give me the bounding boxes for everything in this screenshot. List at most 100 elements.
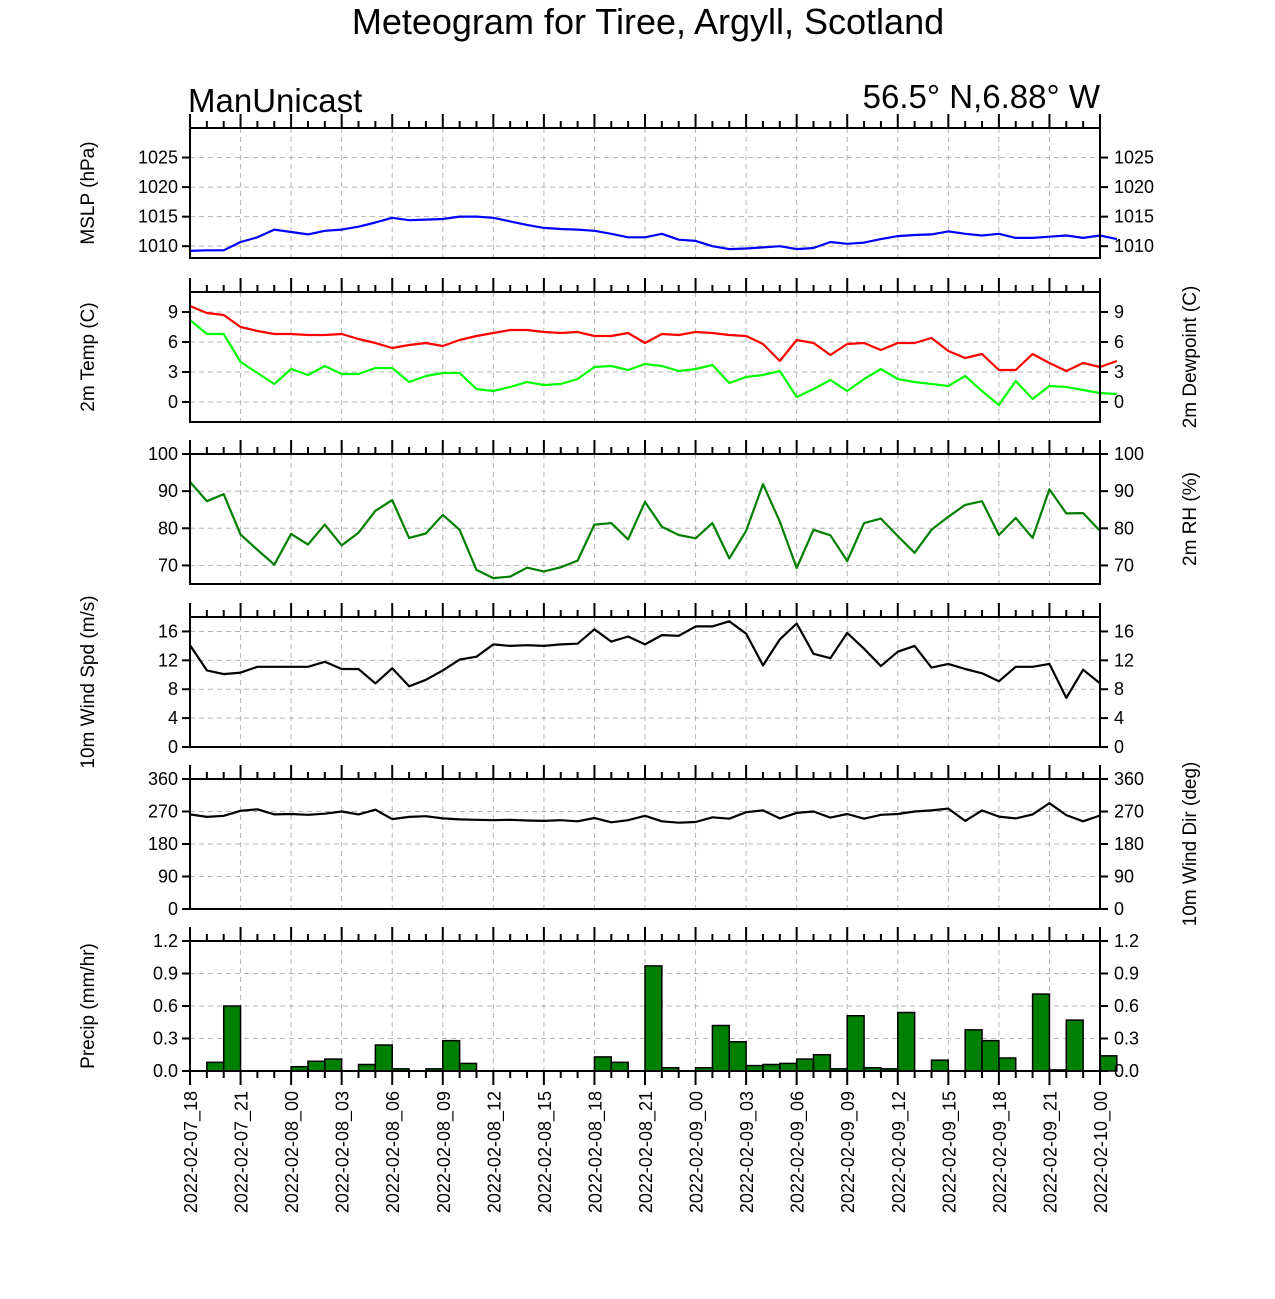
precip-bar [812, 1054, 832, 1072]
y-axis-label-left: 2m Temp (C) [78, 302, 99, 411]
y-axis-label-left: MSLP (hPa) [78, 141, 99, 244]
x-tick-label: 2022-02-10_00 [1091, 1091, 1112, 1213]
x-tick-label: 2022-02-09_00 [687, 1091, 708, 1213]
x-tick-label: 2022-02-08_00 [282, 1091, 303, 1213]
series-line-1 [189, 319, 1117, 407]
y-tick-label-right: 16 [1114, 621, 1134, 641]
panel-3: 0 0 4 4 8 8 12 12 16 16 10m Wind Spd (m/s) [78, 595, 1134, 768]
x-tick-label: 2022-02-08_03 [333, 1091, 354, 1213]
y-tick-label-left: 8 [168, 679, 178, 699]
y-axis-label-right: 10m Wind Dir (deg) [1180, 762, 1201, 927]
y-tick-label-right: 3 [1114, 362, 1124, 382]
y-tick-label-left: 3 [168, 362, 178, 382]
series-line-0 [189, 802, 1101, 824]
precip-bar [930, 1059, 950, 1072]
y-tick-label-right: 180 [1114, 834, 1144, 854]
precip-bar [324, 1058, 343, 1072]
y-tick-label-right: 0.9 [1114, 964, 1139, 984]
y-tick-label-right: 90 [1114, 867, 1134, 887]
y-tick-label-left: 80 [158, 518, 178, 538]
precip-bar [728, 1041, 747, 1072]
y-tick-label-left: 0 [168, 899, 178, 919]
y-tick-label-right: 0.0 [1114, 1061, 1139, 1081]
y-tick-label-right: 0.6 [1114, 996, 1139, 1016]
precip-bar [458, 1062, 478, 1072]
y-tick-label-left: 12 [158, 650, 178, 670]
y-axis-label-right: 2m Dewpoint (C) [1180, 286, 1201, 429]
precip-bar [897, 1011, 916, 1072]
y-tick-label-left: 1020 [138, 177, 178, 197]
precip-bar [1031, 993, 1051, 1072]
y-tick-label-left: 1010 [138, 236, 178, 256]
y-tick-label-left: 180 [148, 834, 178, 854]
y-tick-label-right: 1015 [1114, 207, 1154, 227]
y-axis-label-left: Precip (mm/hr) [78, 943, 99, 1069]
y-tick-label-left: 90 [158, 481, 178, 501]
y-tick-label-right: 8 [1114, 679, 1124, 699]
y-tick-label-left: 16 [158, 621, 178, 641]
x-tick-label: 2022-02-09_12 [889, 1091, 910, 1213]
series-line-0 [189, 304, 1118, 373]
y-tick-label-right: 270 [1114, 802, 1144, 822]
y-tick-label-right: 0 [1114, 899, 1124, 919]
y-tick-label-right: 12 [1114, 650, 1134, 670]
panel-2: 70 70 80 80 90 90 100 100 2m RH (%) [148, 440, 1201, 585]
y-tick-label-right: 0.3 [1114, 1029, 1139, 1049]
y-tick-label-left: 9 [168, 302, 178, 322]
y-tick-label-left: 1025 [138, 148, 178, 168]
x-tick-label: 2022-02-09_06 [788, 1091, 809, 1213]
y-tick-label-left: 1015 [138, 207, 178, 227]
x-tick-label: 2022-02-08_18 [585, 1091, 606, 1213]
panel-4: 0 0 90 90 180 180 270 270 360 360 10m Wind Dir (de… [148, 762, 1201, 927]
x-tick-label: 2022-02-07_21 [232, 1091, 253, 1213]
precip-bar [610, 1061, 629, 1072]
panel-1: 0 0 3 3 6 6 9 9 2m Temp (C) 2m Dewpoint (C) [78, 278, 1201, 428]
y-tick-label-right: 70 [1114, 555, 1134, 575]
precip-bar [779, 1062, 798, 1072]
precip-bar [442, 1039, 461, 1072]
model-name: ManUnicast [188, 82, 362, 119]
panel-0: 1010 1010 1015 1015 1020 1020 1025 1025 MSLP (hP… [78, 114, 1154, 259]
x-tick-label: 2022-02-08_12 [484, 1091, 505, 1213]
precip-bar [307, 1060, 326, 1072]
precip-bar [222, 1005, 242, 1072]
y-tick-label-left: 4 [168, 708, 178, 728]
y-tick-label-right: 0 [1114, 737, 1124, 757]
x-tick-label: 2022-02-07_18 [181, 1091, 202, 1213]
y-tick-label-left: 0.9 [153, 964, 178, 984]
y-tick-label-right: 100 [1114, 444, 1144, 464]
x-tick-label: 2022-02-09_09 [838, 1091, 859, 1213]
y-tick-label-right: 1020 [1114, 177, 1154, 197]
series-line-0 [189, 620, 1101, 700]
y-tick-label-right: 0 [1114, 392, 1124, 412]
y-tick-label-left: 0.6 [153, 996, 178, 1016]
x-tick-label: 2022-02-09_21 [1040, 1091, 1061, 1213]
precip-bar [711, 1024, 731, 1072]
panel-5: 0.0 0.0 0.3 0.3 0.6 0.6 0.9 0.9 1.2 1.2 Precip (mm… [78, 927, 1139, 1085]
y-tick-label-left: 6 [168, 332, 178, 352]
y-tick-label-left: 0.0 [153, 1061, 178, 1081]
precip-bar [644, 965, 663, 1072]
precip-bar [964, 1029, 983, 1072]
precip-bar [795, 1058, 815, 1072]
y-tick-label-left: 0.3 [153, 1029, 178, 1049]
y-tick-label-right: 1.2 [1114, 931, 1139, 951]
chart-title: Meteogram for Tiree, Argyll, Scotland [352, 1, 944, 42]
panels-group: 1010 1010 1015 1015 1020 1020 1025 1025 MSLP (hP… [78, 114, 1201, 1213]
precip-bar [998, 1057, 1017, 1072]
x-tick-label: 2022-02-09_03 [737, 1091, 758, 1213]
y-tick-label-right: 1025 [1114, 148, 1154, 168]
series-line-0 [189, 481, 1101, 580]
y-tick-label-right: 9 [1114, 302, 1124, 322]
x-tick-label: 2022-02-09_18 [990, 1091, 1011, 1213]
series-line-0 [189, 215, 1118, 252]
y-axis-label-left: 10m Wind Spd (m/s) [78, 595, 99, 768]
y-axis-label-right: 2m RH (%) [1180, 472, 1201, 566]
y-tick-label-left: 0 [168, 392, 178, 412]
y-tick-label-left: 100 [148, 444, 178, 464]
y-tick-label-right: 1010 [1114, 236, 1154, 256]
y-tick-label-right: 360 [1114, 769, 1144, 789]
y-tick-label-left: 90 [158, 867, 178, 887]
y-tick-label-right: 80 [1114, 518, 1134, 538]
